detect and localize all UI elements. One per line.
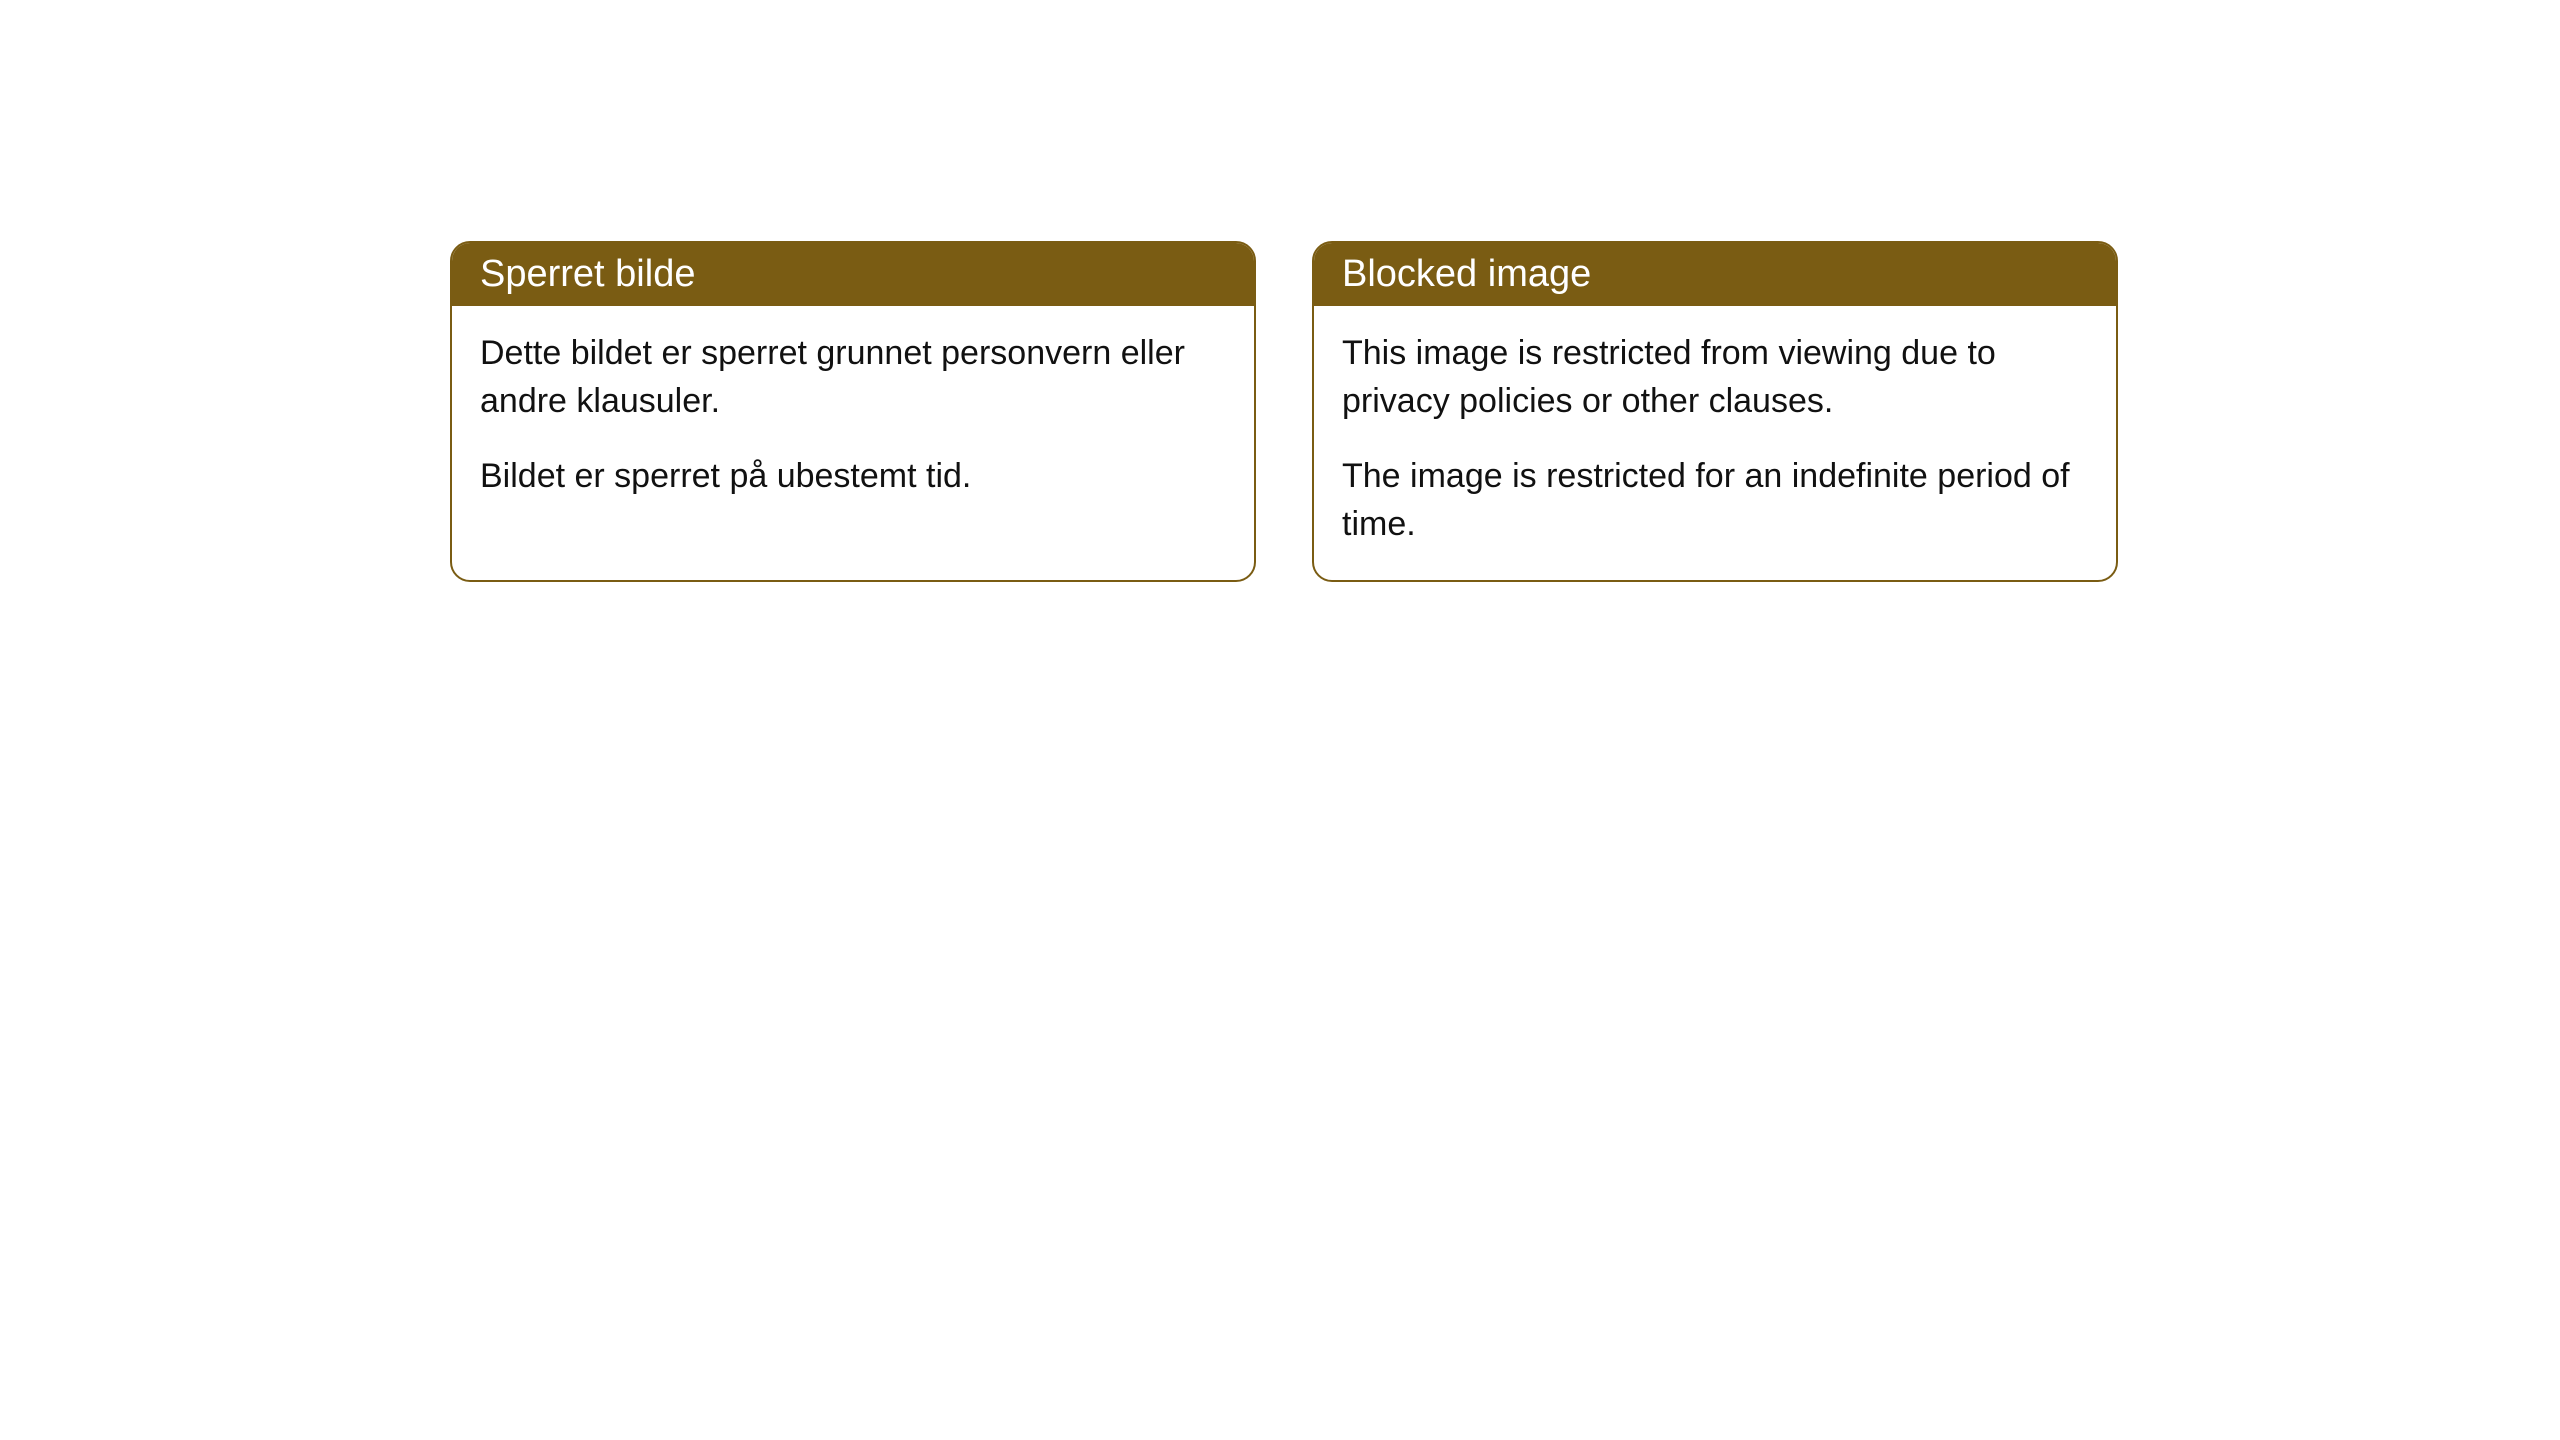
card-paragraph: Bildet er sperret på ubestemt tid. [480, 453, 1226, 501]
notice-cards-container: Sperret bilde Dette bildet er sperret gr… [450, 241, 2118, 582]
blocked-image-card-norwegian: Sperret bilde Dette bildet er sperret gr… [450, 241, 1256, 582]
card-header: Sperret bilde [452, 243, 1254, 306]
card-title: Sperret bilde [480, 253, 695, 295]
card-body: Dette bildet er sperret grunnet personve… [452, 306, 1254, 533]
card-paragraph: This image is restricted from viewing du… [1342, 330, 2088, 425]
card-body: This image is restricted from viewing du… [1314, 306, 2116, 580]
card-paragraph: The image is restricted for an indefinit… [1342, 453, 2088, 548]
blocked-image-card-english: Blocked image This image is restricted f… [1312, 241, 2118, 582]
card-header: Blocked image [1314, 243, 2116, 306]
card-title: Blocked image [1342, 253, 1591, 295]
card-paragraph: Dette bildet er sperret grunnet personve… [480, 330, 1226, 425]
